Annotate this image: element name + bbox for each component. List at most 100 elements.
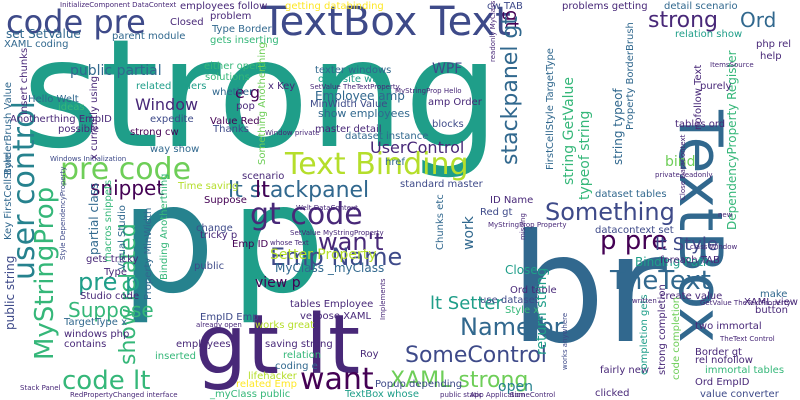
cloud-word: wan't: [318, 228, 384, 256]
cloud-word: pre code: [60, 152, 192, 187]
cloud-word: Welt DataContext: [296, 204, 358, 212]
cloud-word: readonly MyClass: [489, 1, 497, 63]
cloud-word: InitializeComponent DataContext: [60, 1, 177, 9]
cloud-word: Binding Anotherthing: [159, 173, 170, 280]
cloud-word: Close: [505, 263, 538, 277]
cloud-word: Anotherthing EmpID: [10, 114, 112, 125]
cloud-word: WPF: [432, 61, 463, 77]
cloud-word: Ord EmpID: [695, 377, 750, 388]
cloud-word: work: [461, 216, 477, 250]
cloud-word: button: [755, 305, 788, 316]
cloud-word: immortal tables: [705, 365, 785, 376]
cloud-word: datacontext set: [595, 225, 674, 236]
cloud-word: partial class: [87, 182, 101, 255]
cloud-word: SomeControl: [405, 343, 547, 368]
cloud-word: gets inserting: [210, 35, 279, 46]
cloud-word: Implements: [379, 278, 387, 320]
cloud-word: Type: [104, 267, 127, 278]
cloud-word: show employees: [318, 107, 410, 120]
cloud-word: Popup depending: [375, 379, 463, 390]
cloud-word: make: [760, 289, 788, 300]
cloud-word: MinWidth Value: [310, 99, 388, 110]
cloud-word: Ord: [740, 8, 777, 32]
cloud-word: TheText Control: [720, 335, 775, 343]
cloud-word: employees follow: [180, 1, 268, 12]
cloud-word: written: [632, 297, 657, 305]
cloud-word: ideas: [58, 102, 85, 113]
cloud-word: App Application: [470, 391, 526, 399]
cloud-word: TextBox Text: [262, 0, 511, 45]
cloud-word: macros snippets: [103, 179, 114, 262]
cloud-word: value converter: [700, 389, 779, 400]
cloud-word: Property MinWidth: [143, 207, 154, 300]
cloud-word: Style DependencyProperty: [59, 166, 67, 261]
cloud-word: strong: [648, 8, 719, 33]
cloud-word: new: [718, 211, 733, 219]
cloud-word: SetValue MyStringProperty: [290, 229, 384, 237]
cloud-word: Something: [545, 198, 675, 226]
cloud-word: lifehacker: [248, 371, 297, 382]
cloud-word: use dataset: [480, 295, 539, 306]
cloud-word: relation show: [675, 29, 743, 40]
cloud-word: tricky p: [200, 230, 238, 241]
cloud-word: whether: [212, 87, 254, 98]
cloud-word: x currently using: [89, 75, 100, 160]
cloud-word: Border gt: [695, 347, 742, 358]
cloud-word: string typeof: [611, 88, 625, 165]
cloud-word: clicked: [595, 388, 630, 399]
cloud-word: getting databinding: [285, 1, 384, 12]
cloud-word: p: [230, 153, 326, 327]
cloud-word: works anywhere: [561, 312, 569, 370]
cloud-word: whose Text: [270, 239, 309, 247]
cloud-word: Thanks: [213, 124, 249, 135]
cloud-word: tables Employee: [290, 299, 374, 310]
cloud-word: open: [498, 379, 533, 395]
cloud-word: gt code: [250, 197, 363, 232]
cloud-word: rel nofollow: [695, 355, 753, 366]
cloud-word: expedite: [150, 114, 194, 125]
cloud-word: strong cw: [130, 127, 179, 138]
cloud-word: dataset tables: [595, 189, 667, 200]
cloud-word: Time saving: [178, 181, 239, 192]
cloud-word: php rel: [756, 39, 792, 50]
cloud-word: SomeControl: [510, 391, 556, 399]
cloud-word: lt Style: [655, 234, 718, 255]
cloud-word: dataset instance: [345, 131, 429, 142]
cloud-word: nofollow Text: [693, 64, 704, 130]
cloud-word: TheText: [610, 266, 711, 296]
cloud-word: Name br: [460, 313, 564, 341]
cloud-word: public partial: [70, 63, 162, 79]
cloud-word: XAML strong: [390, 368, 529, 393]
cloud-word: completion gets: [639, 294, 650, 375]
cloud-word: change: [196, 223, 233, 234]
cloud-word: strong completion: [657, 284, 668, 375]
cloud-word: tables ord: [675, 119, 726, 130]
cloud-word: opposite way: [318, 74, 385, 85]
cloud-word: related orders: [136, 81, 207, 92]
cloud-word: purely: [700, 81, 732, 92]
cloud-word: code completion: [671, 296, 682, 380]
cloud-word: help: [760, 51, 782, 62]
cloud-word: windows php: [64, 329, 130, 340]
cloud-word: contains: [64, 339, 107, 350]
cloud-word: either opens: [204, 61, 267, 72]
cloud-word: fairly new: [600, 365, 650, 376]
cloud-word: snippet: [90, 176, 165, 200]
cloud-word: x Key: [268, 81, 296, 92]
cloud-word: gets tricky: [86, 254, 139, 265]
cloud-word: BorderBrush Value: [3, 81, 14, 175]
cloud-word: Property BorderBrush: [625, 22, 636, 130]
cloud-word: gt lt: [195, 298, 361, 393]
cloud-word: view p: [255, 275, 301, 291]
cloud-word: FirstCellStyle TargetType: [545, 48, 556, 170]
cloud-word: br: [510, 203, 667, 377]
cloud-word: verbose XAML: [300, 311, 372, 322]
cloud-word: lt stackpanel: [228, 178, 370, 203]
cloud-word: GetValue TheTextProperty: [700, 299, 791, 307]
cloud-word: lt: [255, 178, 270, 203]
cloud-word: class Window: [690, 243, 738, 251]
cloud-word: EmpID Emp: [200, 312, 259, 323]
cloud-word: p: [120, 153, 216, 327]
cloud-word: TargetType x: [64, 317, 128, 328]
cloud-word: e g: [235, 83, 261, 102]
